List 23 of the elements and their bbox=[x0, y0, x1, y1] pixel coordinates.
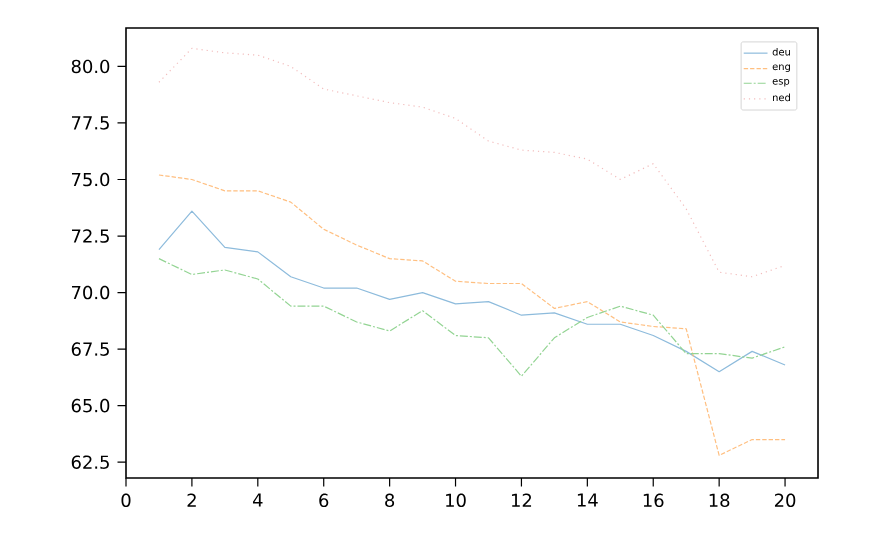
y-tick-label: 65.0 bbox=[71, 398, 110, 413]
x-tick-label: 18 bbox=[709, 493, 730, 508]
y-tick-label: 77.5 bbox=[72, 116, 109, 130]
x-tick-label: 0 bbox=[121, 493, 131, 508]
x-tick-label: 10 bbox=[446, 493, 466, 508]
x-tick-label: 8 bbox=[385, 493, 395, 508]
x-tick-label: 14 bbox=[577, 493, 598, 507]
line-series bbox=[158, 258, 786, 377]
line-series bbox=[158, 210, 786, 373]
y-tick-label: 72.5 bbox=[72, 229, 109, 243]
y-tick-label: 70.0 bbox=[72, 285, 110, 300]
x-tick-label: 2 bbox=[187, 493, 196, 507]
x-tick-label: 20 bbox=[774, 493, 796, 508]
x-tick-label: 12 bbox=[511, 493, 532, 507]
y-tick-label: 67.5 bbox=[71, 342, 109, 356]
y-tick-label: 80.0 bbox=[71, 59, 110, 74]
line-series bbox=[158, 47, 786, 278]
y-tick-label: 62.5 bbox=[71, 455, 109, 469]
x-tick-label: 6 bbox=[319, 493, 329, 508]
y-tick-label: 75.0 bbox=[72, 172, 110, 187]
x-tick-label: 16 bbox=[643, 493, 664, 508]
x-tick-label: 4 bbox=[252, 493, 263, 507]
line-series bbox=[158, 174, 786, 456]
